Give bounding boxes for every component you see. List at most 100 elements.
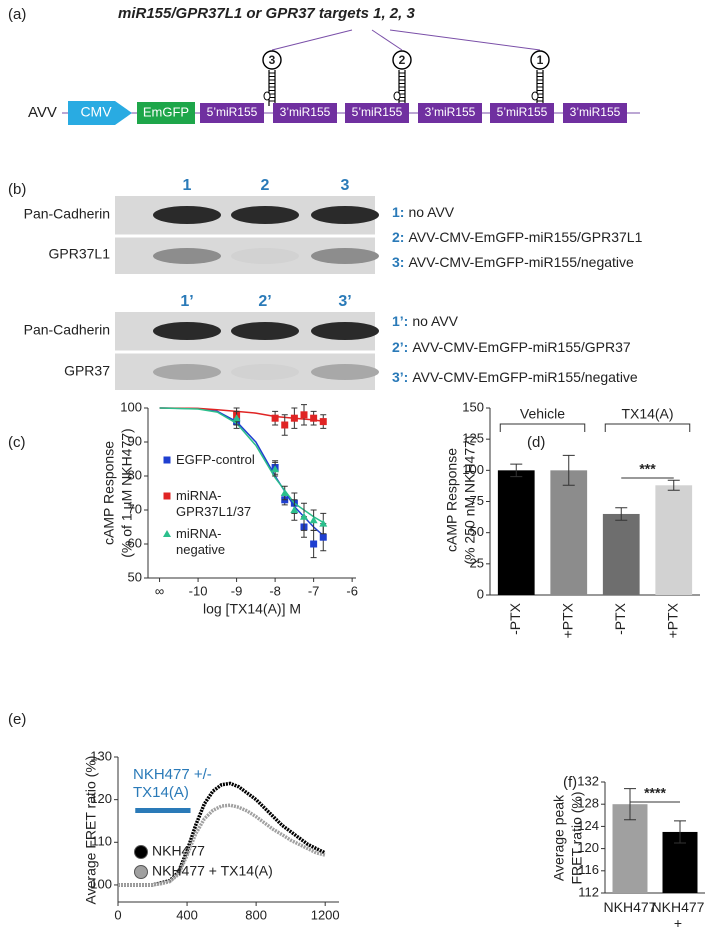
marker	[280, 489, 289, 496]
blot-row-label: Pan-Cadherin	[24, 322, 110, 338]
marker	[310, 540, 318, 548]
group-bracket	[604, 423, 691, 432]
marker	[310, 414, 318, 422]
bar	[550, 470, 588, 595]
hairpin-loop	[392, 50, 412, 70]
x-tick-label: 1200	[311, 907, 340, 922]
y-tick-label: 0	[477, 586, 484, 601]
marker	[290, 506, 299, 513]
reporter-box	[137, 102, 195, 124]
band	[231, 364, 299, 380]
legend-marker	[163, 530, 171, 537]
legend-key: 3’:	[392, 369, 408, 385]
mir-segment-label: 5’miR155	[497, 105, 548, 119]
x-tick-label: 0	[114, 907, 121, 922]
y-tick-label: 125	[462, 431, 484, 446]
target-connector	[371, 29, 403, 51]
legend-marker	[134, 845, 148, 859]
y-tick-label: 100	[90, 876, 112, 891]
x-tick-label: -PTX	[612, 602, 628, 635]
target-number: 2	[399, 53, 406, 67]
band	[153, 364, 221, 380]
legend-text: AVV-CMV-EmGFP-miR155/negative	[412, 369, 638, 385]
mir-segment	[273, 103, 337, 123]
group-bracket	[499, 423, 586, 432]
blot-row-label: Pan-Cadherin	[24, 206, 110, 222]
panel-label: (d)	[527, 434, 545, 451]
marker	[290, 414, 298, 422]
y-tick-label: 75	[470, 493, 484, 508]
blot-legend: 1’: no AVV	[392, 313, 459, 329]
band	[153, 206, 221, 224]
x-tick-label: NKH477 + TX14(A)	[651, 899, 705, 933]
mir-segment	[490, 103, 554, 123]
hairpin-bulge	[263, 91, 271, 101]
marker	[300, 411, 308, 419]
trace	[118, 803, 326, 887]
legend-key: 2:	[392, 229, 404, 245]
y-axis-label: Average FRET ratio (%)	[83, 756, 99, 905]
band	[311, 248, 379, 264]
y-tick-label: 60	[128, 535, 142, 550]
construct-title: miR155/GPR37L1 or GPR37 targets 1, 2, 3	[118, 5, 415, 22]
marker	[271, 414, 279, 422]
legend-text: no AVV	[408, 204, 454, 220]
blot-legend: 2: AVV-CMV-EmGFP-miR155/GPR37L1	[392, 229, 643, 245]
marker	[281, 421, 289, 429]
legend-key: 3:	[392, 254, 404, 270]
y-tick-label: 150	[462, 399, 484, 414]
legend-text: AVV-CMV-EmGFP-miR155/GPR37L1	[408, 229, 642, 245]
mir-segment-label: 5’miR155	[352, 105, 403, 119]
y-axis-label: cAMP Response	[444, 448, 460, 552]
marker	[300, 512, 308, 520]
y-tick-label: 128	[577, 796, 599, 811]
mir-segment	[345, 103, 409, 123]
band	[153, 248, 221, 264]
lane-label: 1	[183, 177, 192, 194]
x-tick-label: -8	[269, 583, 281, 598]
target-number: 1	[537, 53, 544, 67]
target-connector	[271, 29, 353, 51]
blot-row-label: GPR37	[64, 363, 110, 379]
error-bar	[674, 820, 686, 844]
x-tick-label: -10	[189, 583, 208, 598]
error-bar	[562, 454, 575, 486]
marker	[232, 414, 241, 422]
lane-label: 2	[261, 177, 270, 194]
x-tick-label: -6	[346, 583, 358, 598]
promoter-label: CMV	[80, 104, 112, 120]
y-tick-label: 132	[577, 773, 599, 788]
legend-label: miRNA-GPR37L1/37	[176, 488, 252, 519]
x-tick-label: 400	[176, 907, 198, 922]
mir-segment-label: 5’miR155	[207, 105, 258, 119]
reporter-label: EmGFP	[143, 104, 189, 119]
blot-legend: 3: AVV-CMV-EmGFP-miR155/negative	[392, 254, 634, 270]
panel-label: (b)	[8, 181, 26, 198]
target-connector	[389, 29, 541, 51]
blot-legend: 3’: AVV-CMV-EmGFP-miR155/negative	[392, 369, 638, 385]
band	[311, 322, 379, 340]
mir-segment-label: 3’miR155	[570, 105, 621, 119]
significance-label: ***	[639, 461, 656, 477]
hairpin-bulge	[531, 91, 539, 101]
band	[231, 322, 299, 340]
x-axis-label: log [TX14(A)] M	[203, 601, 301, 617]
y-axis-label: cAMP Response	[101, 441, 117, 545]
fit-curve	[159, 407, 326, 423]
lane-label: 2’	[258, 293, 271, 310]
mir-segment	[418, 103, 482, 123]
legend-text: AVV-CMV-EmGFP-miR155/GPR37	[412, 339, 631, 355]
mir-segment-label: 3’miR155	[425, 105, 476, 119]
y-tick-label: 120	[577, 840, 599, 855]
x-tick-label: NKH477	[603, 899, 657, 915]
y-axis-label: FRET ratio (%)	[569, 791, 585, 884]
x-tick-label: -9	[231, 583, 243, 598]
panel-label: (f)	[563, 774, 577, 791]
panel-label: (c)	[8, 434, 26, 451]
marker	[271, 465, 280, 473]
y-tick-label: 50	[128, 569, 142, 584]
legend-label: NKH477	[152, 843, 205, 859]
legend-key: 2’:	[392, 339, 408, 355]
band	[153, 322, 221, 340]
